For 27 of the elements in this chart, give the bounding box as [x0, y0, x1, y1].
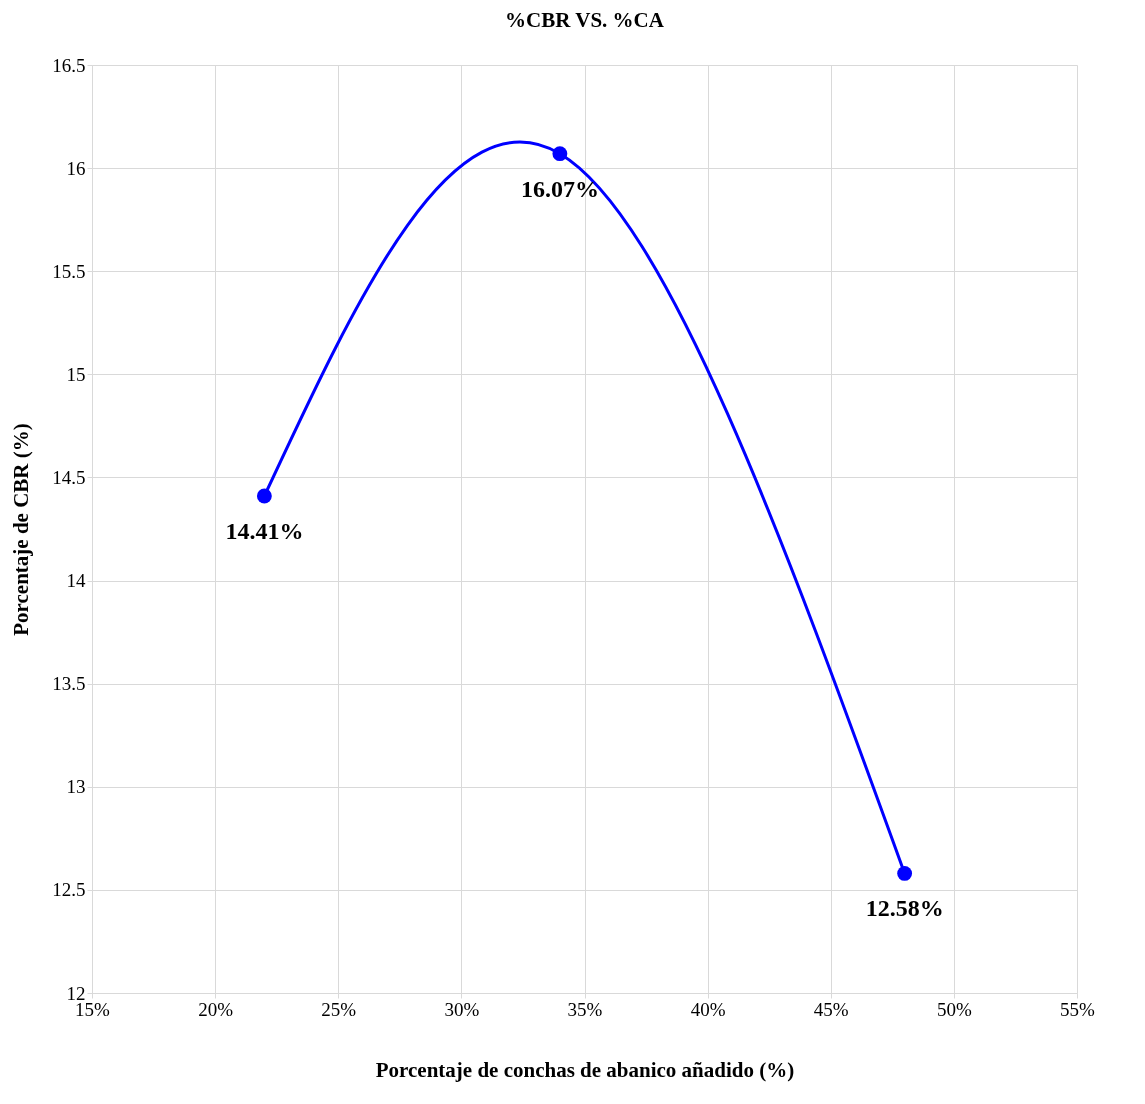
point — [897, 865, 913, 881]
y-tick-label: 14 — [66, 570, 86, 592]
point — [552, 146, 568, 162]
data-label: 16.07% — [520, 175, 599, 202]
x-tick-label: 50% — [936, 998, 972, 1020]
y-tick-label: 16 — [66, 157, 86, 179]
y-tick-label: 12 — [66, 982, 86, 1004]
y-tick-label: 15.5 — [52, 260, 86, 282]
data-label: 12.58% — [865, 895, 944, 922]
x-tick-label: 40% — [690, 998, 726, 1020]
y-axis-title: Porcentaje de CBR (%) — [9, 423, 34, 636]
data-label: 14.41% — [225, 518, 304, 544]
x-tick-label: 30% — [444, 998, 480, 1020]
x-axis-title: Porcentaje de conchas de abanico añadido (%) — [375, 1057, 795, 1082]
y-tick-label: 13.5 — [52, 673, 86, 695]
chart-title: %CBR VS. %CA — [505, 8, 665, 32]
y-tick-label: 16.5 — [52, 54, 86, 76]
x-tick-label: 45% — [813, 998, 849, 1020]
y-tick-label: 14.5 — [52, 466, 86, 488]
y-tick-label: 13 — [66, 776, 86, 798]
x-tick-label: 25% — [321, 998, 357, 1020]
y-tick-label: 12.5 — [52, 879, 86, 901]
x-tick-label: 55% — [1060, 998, 1096, 1020]
point — [256, 488, 272, 504]
y-tick-label: 15 — [66, 363, 86, 385]
x-tick-label: 20% — [198, 998, 234, 1020]
x-tick-label: 35% — [567, 998, 603, 1020]
